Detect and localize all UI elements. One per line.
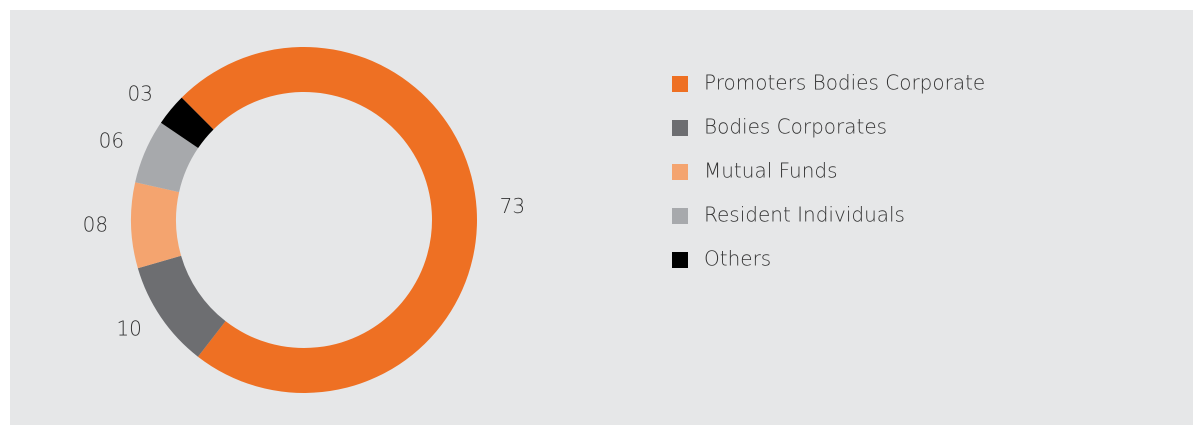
data-label: 10 xyxy=(116,317,141,341)
legend-label: Promoters Bodies Corporate xyxy=(704,71,985,95)
panel xyxy=(10,10,1193,425)
donut-slice xyxy=(137,255,226,357)
donut-slice xyxy=(181,46,478,393)
legend-label: Mutual Funds xyxy=(704,159,838,183)
legend-swatch xyxy=(672,252,688,268)
legend-swatch xyxy=(672,120,688,136)
data-label: 06 xyxy=(99,129,124,153)
donut-slice xyxy=(130,182,182,269)
legend-label: Bodies Corporates xyxy=(704,115,887,139)
donut-slice xyxy=(135,122,199,193)
legend-label: Others xyxy=(704,247,771,271)
data-label: 73 xyxy=(500,194,525,218)
legend-swatch xyxy=(672,208,688,224)
legend-swatch xyxy=(672,76,688,92)
data-label: 08 xyxy=(83,213,108,237)
data-label: 03 xyxy=(128,82,153,106)
legend-swatch xyxy=(672,164,688,180)
donut-slice xyxy=(160,97,214,149)
legend-label: Resident Individuals xyxy=(704,203,905,227)
